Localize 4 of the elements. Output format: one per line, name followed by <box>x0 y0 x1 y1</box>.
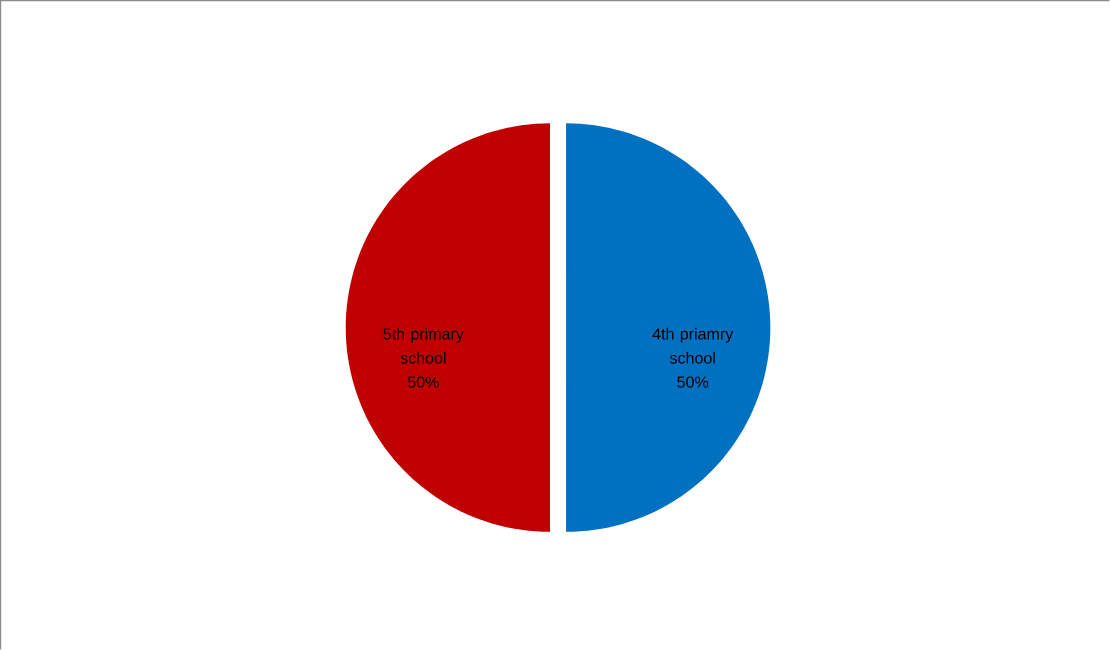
data-label: 50% <box>677 376 709 388</box>
slice-label: 5th primary school <box>383 327 464 364</box>
slice-label: 4th priamry school <box>652 327 734 364</box>
data-label: 50% <box>407 376 439 388</box>
